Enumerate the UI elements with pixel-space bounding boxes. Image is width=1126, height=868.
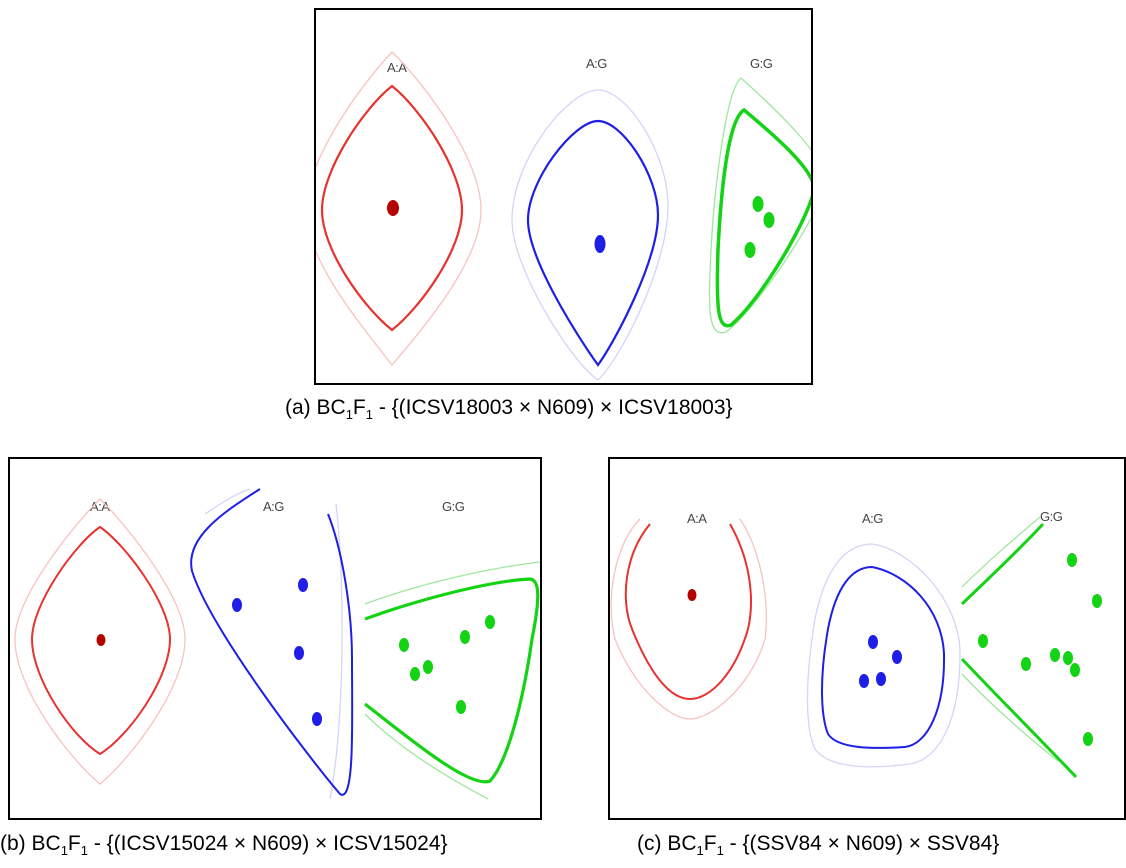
caption-c-mid: F [703, 832, 717, 855]
ag-data-point [859, 674, 869, 688]
gg-inner-ellipse [715, 107, 811, 328]
label-aa: A:A [687, 511, 707, 526]
panel-a: A:A A:G G:G [314, 8, 813, 385]
aa-outer-ellipse [14, 498, 186, 785]
caption-a-prefix: (a) BC [285, 396, 346, 419]
caption-a: (a) BC1F1 - {(ICSV18003 × N609) × ICSV18… [285, 396, 733, 422]
panel-a-plot: A:A A:G G:G [316, 51, 811, 381]
label-aa: A:A [90, 499, 110, 514]
gg-data-point [978, 634, 988, 648]
caption-b-mid: F [67, 832, 81, 855]
panel-b-plot: A:A A:G G:G [14, 488, 540, 800]
caption-b-prefix: (b) BC [0, 832, 61, 855]
gg-data-point [1092, 594, 1102, 608]
label-ag: A:G [862, 511, 883, 526]
caption-c-sub2: 1 [716, 843, 724, 859]
panel-c: A:A A:G G:G [608, 457, 1126, 820]
caption-c-rest: - {(SSV84 × N609) × SSV84} [723, 832, 1000, 855]
label-aa: A:A [387, 60, 407, 75]
ag-inner-ellipse [190, 488, 354, 796]
aa-data-point [96, 634, 106, 646]
ag-data-point [876, 672, 886, 686]
label-gg: G:G [1040, 509, 1063, 524]
ag-data-point [892, 650, 902, 664]
gg-data-point [744, 242, 756, 258]
gg-data-point [1083, 732, 1093, 746]
gg-data-point [763, 212, 775, 228]
caption-b-sub2: 1 [80, 843, 88, 859]
ag-data-point [298, 578, 308, 592]
ag-data-point [294, 646, 304, 660]
label-gg: G:G [750, 56, 773, 71]
ag-outer-ellipse [511, 89, 669, 381]
label-gg: G:G [442, 499, 465, 514]
panel-b: A:A A:G G:G [8, 457, 542, 820]
caption-a-sub2: 1 [365, 407, 373, 423]
gg-outer-ellipse [961, 516, 1059, 762]
gg-data-point [460, 630, 470, 644]
ag-inner-ellipse [821, 565, 946, 749]
aa-data-point [387, 200, 399, 216]
ag-outer-ellipse [204, 488, 343, 800]
panel-c-plot: A:A A:G G:G [610, 509, 1102, 779]
gg-data-point [1050, 648, 1060, 662]
gg-outer-ellipse [708, 77, 811, 334]
caption-c: (c) BC1F1 - {(SSV84 × N609) × SSV84} [637, 832, 999, 858]
gg-data-point [399, 638, 409, 652]
ag-data-point [232, 598, 242, 612]
ag-data-point [594, 235, 606, 253]
gg-data-point [485, 615, 495, 629]
caption-a-mid: F [352, 396, 366, 419]
aa-inner-ellipse [624, 523, 752, 701]
gg-data-point [1067, 553, 1077, 567]
aa-data-point [687, 589, 697, 601]
caption-b-sub1: 1 [60, 843, 68, 859]
caption-a-rest: - {(ICSV18003 × N609) × ICSV18003} [372, 396, 733, 419]
caption-a-sub1: 1 [345, 407, 353, 423]
gg-data-point [1021, 657, 1031, 671]
gg-data-point [456, 700, 466, 714]
ag-inner-ellipse [526, 119, 660, 367]
label-ag: A:G [586, 56, 607, 71]
caption-c-sub1: 1 [696, 843, 704, 859]
gg-inner-ellipse [364, 577, 540, 784]
ag-data-point [312, 712, 322, 726]
gg-data-point [1063, 651, 1073, 665]
aa-outer-ellipse [316, 51, 482, 367]
aa-inner-ellipse [320, 84, 464, 332]
ag-outer-ellipse [806, 543, 961, 768]
gg-data-point [1070, 663, 1080, 677]
gg-outer-ellipse [364, 561, 540, 800]
ag-data-point [868, 635, 878, 649]
gg-data-point [423, 660, 433, 674]
aa-inner-ellipse [30, 525, 172, 756]
aa-outer-ellipse [610, 518, 767, 720]
gg-inner-ellipse [960, 522, 1078, 779]
gg-data-point [410, 667, 420, 681]
label-ag: A:G [263, 499, 284, 514]
caption-b-rest: - {(ICSV15024 × N609) × ICSV15024} [87, 832, 448, 855]
caption-c-prefix: (c) BC [637, 832, 697, 855]
caption-b: (b) BC1F1 - {(ICSV15024 × N609) × ICSV15… [0, 832, 448, 858]
gg-data-point [752, 196, 764, 212]
